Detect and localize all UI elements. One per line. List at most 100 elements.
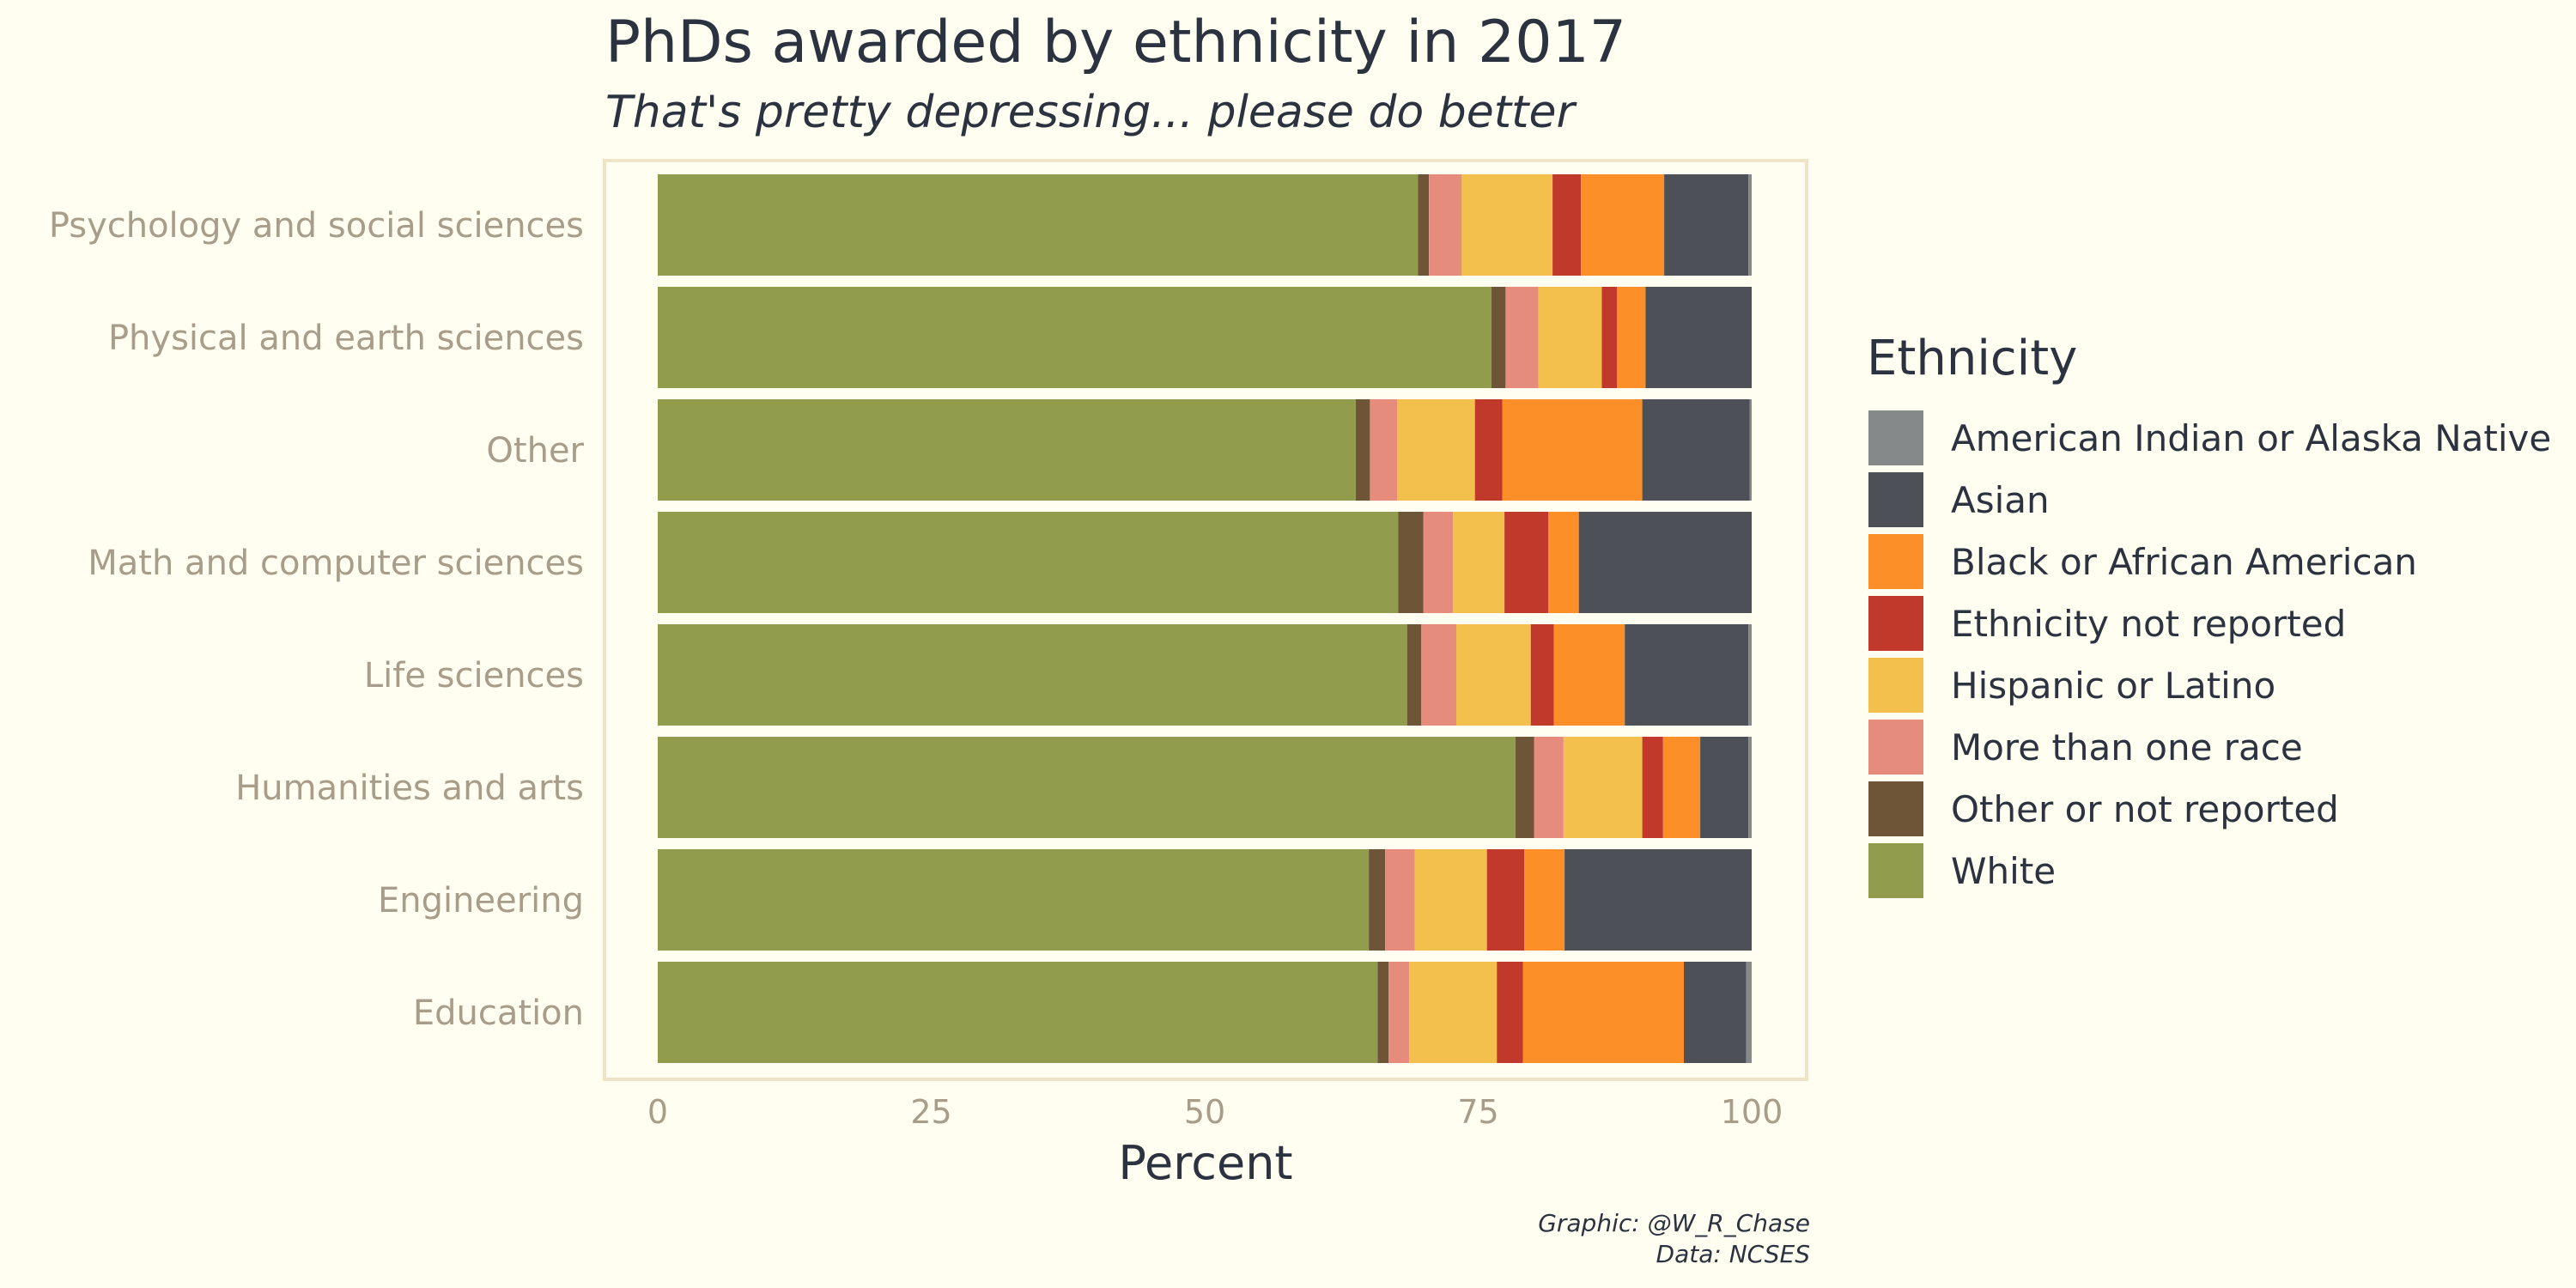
legend-item-american-indian-or-alaska-native[interactable]: American Indian or Alaska Native: [1868, 410, 2551, 465]
caption-data-source: Data: NCSES: [1656, 1240, 1810, 1268]
bar-row-physical-and-earth-sciences: [658, 287, 1752, 388]
bar-segment-american-indian-or-alaska-native: [1748, 174, 1752, 276]
bar-segment-white: [658, 849, 1370, 951]
legend-label: American Indian or Alaska Native: [1951, 417, 2551, 459]
legend-swatch: [1868, 596, 1923, 651]
bar-segment-asian: [1700, 737, 1749, 838]
bar-segment-other-or-not-reported: [1398, 512, 1424, 613]
bar-segment-other-or-not-reported: [1355, 399, 1370, 501]
category-label: Physical and earth sciences: [108, 319, 584, 358]
bar-segment-hispanic-or-latino: [1409, 962, 1498, 1063]
bar-segment-asian: [1578, 512, 1752, 613]
bar-segment-white: [658, 624, 1407, 726]
bar-segment-white: [658, 962, 1378, 1063]
legend-swatch: [1868, 658, 1923, 713]
bar-segment-hispanic-or-latino: [1453, 512, 1505, 613]
category-label: Math and computer sciences: [88, 544, 584, 583]
legend-item-black-or-african-american[interactable]: Black or African American: [1868, 534, 2417, 589]
bar-segment-ethnicity-not-reported: [1552, 174, 1582, 276]
bar-segment-white: [658, 512, 1399, 613]
legend-label: Hispanic or Latino: [1951, 665, 2275, 707]
bar-segment-other-or-not-reported: [1369, 849, 1386, 951]
bar-segment-black-or-african-american: [1524, 849, 1565, 951]
bar-row-education: [658, 962, 1752, 1063]
bar-segment-ethnicity-not-reported: [1642, 737, 1663, 838]
bar-segment-black-or-african-american: [1662, 737, 1701, 838]
bar-segment-more-than-one-race: [1429, 174, 1462, 276]
bar-segment-black-or-african-american: [1581, 174, 1665, 276]
x-axis-ticks: 0 25 50 75 100: [647, 1093, 1783, 1131]
bar-segment-american-indian-or-alaska-native: [1748, 624, 1752, 726]
bar-segment-more-than-one-race: [1385, 849, 1415, 951]
legend[interactable]: American Indian or Alaska Native Asian Bla…: [1868, 410, 2551, 898]
bar-segment-ethnicity-not-reported: [1530, 624, 1554, 726]
bar-segment-other-or-not-reported: [1418, 174, 1430, 276]
x-tick-label: 0: [647, 1093, 668, 1131]
legend-label: Other or not reported: [1951, 788, 2339, 830]
legend-item-ethnicity-not-reported[interactable]: Ethnicity not reported: [1868, 596, 2346, 651]
bar-segment-ethnicity-not-reported: [1601, 287, 1618, 388]
bar-segment-black-or-african-american: [1617, 287, 1646, 388]
legend-item-hispanic-or-latino[interactable]: Hispanic or Latino: [1868, 658, 2275, 713]
legend-swatch: [1868, 534, 1923, 589]
bar-segment-other-or-not-reported: [1377, 962, 1388, 1063]
bar-segment-other-or-not-reported: [1515, 737, 1534, 838]
legend-swatch: [1868, 843, 1923, 898]
bars: [658, 174, 1752, 1063]
x-tick-label: 25: [910, 1093, 951, 1131]
bar-segment-asian: [1642, 399, 1750, 501]
bar-segment-black-or-african-american: [1502, 399, 1643, 501]
legend-swatch: [1868, 720, 1923, 775]
bar-segment-hispanic-or-latino: [1456, 624, 1531, 726]
bar-segment-hispanic-or-latino: [1538, 287, 1602, 388]
bar-row-psychology-and-social-sciences: [658, 174, 1752, 276]
legend-title: Ethnicity: [1867, 331, 2077, 386]
category-label: Engineering: [378, 881, 584, 920]
bar-row-life-sciences: [658, 624, 1752, 726]
bar-segment-american-indian-or-alaska-native: [1748, 737, 1752, 838]
bar-segment-more-than-one-race: [1423, 512, 1454, 613]
bar-segment-ethnicity-not-reported: [1474, 399, 1503, 501]
bar-segment-ethnicity-not-reported: [1497, 962, 1523, 1063]
bar-segment-hispanic-or-latino: [1461, 174, 1553, 276]
legend-item-more-than-one-race[interactable]: More than one race: [1868, 720, 2303, 775]
category-label: Psychology and social sciences: [49, 206, 584, 246]
bar-segment-asian: [1664, 174, 1749, 276]
x-axis-title: Percent: [1118, 1136, 1292, 1190]
category-label: Education: [413, 993, 584, 1033]
bar-row-other: [658, 399, 1752, 501]
bar-segment-asian: [1645, 287, 1752, 388]
bar-segment-hispanic-or-latino: [1414, 849, 1487, 951]
x-tick-label: 50: [1184, 1093, 1225, 1131]
bar-segment-white: [658, 737, 1516, 838]
x-tick-label: 75: [1457, 1093, 1498, 1131]
bar-segment-ethnicity-not-reported: [1486, 849, 1524, 951]
bar-row-humanities-and-arts: [658, 737, 1752, 838]
legend-label: Black or African American: [1951, 541, 2417, 583]
legend-item-asian[interactable]: Asian: [1868, 472, 2050, 527]
legend-label: White: [1951, 850, 2056, 892]
bar-segment-ethnicity-not-reported: [1504, 512, 1549, 613]
bar-segment-hispanic-or-latino: [1397, 399, 1475, 501]
legend-item-other-or-not-reported[interactable]: Other or not reported: [1868, 781, 2339, 836]
legend-label: More than one race: [1951, 726, 2303, 769]
bar-row-math-and-computer-sciences: [658, 512, 1752, 613]
chart-title: PhDs awarded by ethnicity in 2017: [605, 9, 1626, 76]
legend-swatch: [1868, 781, 1923, 836]
bar-segment-black-or-african-american: [1548, 512, 1579, 613]
legend-swatch: [1868, 410, 1923, 465]
bar-segment-white: [658, 174, 1419, 276]
legend-item-white[interactable]: White: [1868, 843, 2056, 898]
bar-row-engineering: [658, 849, 1752, 951]
chart-subtitle: That's pretty depressing... please do be…: [605, 87, 1577, 138]
bar-segment-more-than-one-race: [1421, 624, 1457, 726]
bar-segment-more-than-one-race: [1534, 737, 1564, 838]
category-labels: Psychology and social sciences Physical a…: [49, 206, 585, 1033]
x-tick-label: 100: [1721, 1093, 1783, 1131]
legend-label: Ethnicity not reported: [1951, 603, 2346, 645]
plot-panel-border: [603, 159, 1808, 1081]
bar-segment-more-than-one-race: [1388, 962, 1410, 1063]
bar-segment-american-indian-or-alaska-native: [1749, 399, 1752, 501]
caption-graphic: Graphic: @W_R_Chase: [1538, 1209, 1810, 1237]
